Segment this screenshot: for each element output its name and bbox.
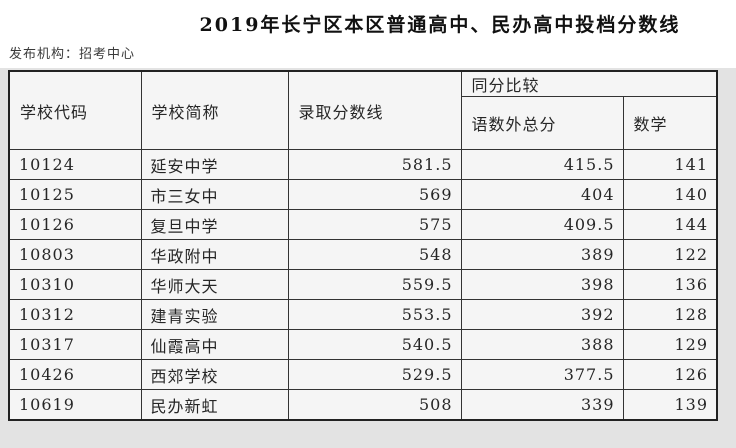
publisher-label: 发布机构：招考中心 — [9, 47, 136, 62]
cell-tiebreak-math: 140 — [622, 179, 718, 210]
cell-tiebreak-total: 404 — [460, 179, 624, 210]
cell-school-code: 10619 — [8, 389, 142, 421]
cell-tiebreak-math: 129 — [622, 329, 718, 360]
cell-school-code: 10126 — [8, 209, 142, 240]
cell-school-code: 10125 — [8, 179, 142, 210]
table-row: 10426 西郊学校 529.5 377.5 126 — [8, 359, 718, 390]
cell-admission-line: 569 — [287, 179, 462, 210]
cell-school-code: 10803 — [8, 239, 142, 270]
cell-school-code: 10312 — [8, 299, 142, 330]
cell-school-code: 10310 — [8, 269, 142, 300]
cell-admission-line: 553.5 — [287, 299, 462, 330]
table-row: 10125 市三女中 569 404 140 — [8, 179, 718, 210]
cell-school-name: 市三女中 — [140, 179, 289, 210]
table-row: 10317 仙霞高中 540.5 388 129 — [8, 329, 718, 360]
cell-admission-line: 548 — [287, 239, 462, 270]
header-tiebreak-group: 同分比较 — [460, 70, 718, 97]
cell-admission-line: 508 — [287, 389, 462, 421]
cell-school-name: 华政附中 — [140, 239, 289, 270]
cell-school-name: 华师大天 — [140, 269, 289, 300]
cell-tiebreak-math: 144 — [622, 209, 718, 240]
cell-tiebreak-math: 139 — [622, 389, 718, 421]
table-row: 10619 民办新虹 508 339 139 — [8, 389, 718, 421]
header-admission-line: 录取分数线 — [287, 70, 462, 150]
cell-tiebreak-total: 409.5 — [460, 209, 624, 240]
cell-school-name: 延安中学 — [140, 149, 289, 180]
cell-tiebreak-total: 389 — [460, 239, 624, 270]
cell-tiebreak-math: 122 — [622, 239, 718, 270]
cell-tiebreak-math: 126 — [622, 359, 718, 390]
header-tiebreak-math: 数学 — [622, 96, 718, 150]
header-school-name: 学校简称 — [140, 70, 289, 150]
cell-tiebreak-math: 141 — [622, 149, 718, 180]
cell-tiebreak-math: 128 — [622, 299, 718, 330]
cell-school-name: 西郊学校 — [140, 359, 289, 390]
cell-tiebreak-total: 388 — [460, 329, 624, 360]
header-tiebreak-total: 语数外总分 — [460, 96, 624, 150]
cell-school-name: 民办新虹 — [140, 389, 289, 421]
header-row-top: 学校代码 学校简称 录取分数线 同分比较 — [8, 70, 718, 150]
table-row: 10312 建青实验 553.5 392 128 — [8, 299, 718, 330]
table-row: 10803 华政附中 548 389 122 — [8, 239, 718, 270]
header-school-code: 学校代码 — [8, 70, 142, 150]
table-row: 10124 延安中学 581.5 415.5 141 — [8, 149, 718, 180]
cell-tiebreak-total: 339 — [460, 389, 624, 421]
page-title: 2019年长宁区本区普通高中、民办高中投档分数线 — [199, 14, 681, 36]
cell-admission-line: 581.5 — [287, 149, 462, 180]
cell-admission-line: 529.5 — [287, 359, 462, 390]
cell-school-name: 仙霞高中 — [140, 329, 289, 360]
cell-school-code: 10426 — [8, 359, 142, 390]
score-table: 学校代码 学校简称 录取分数线 同分比较 语数外总分 数学 10124 延安中学… — [8, 70, 719, 421]
cell-school-name: 建青实验 — [140, 299, 289, 330]
header-row-sub: 语数外总分 数学 — [9, 96, 718, 150]
table-row: 10310 华师大天 559.5 398 136 — [8, 269, 718, 300]
cell-admission-line: 559.5 — [287, 269, 462, 300]
cell-school-name: 复旦中学 — [140, 209, 289, 240]
cell-tiebreak-total: 377.5 — [460, 359, 624, 390]
cell-school-code: 10317 — [8, 329, 142, 360]
table-row: 10126 复旦中学 575 409.5 144 — [8, 209, 718, 240]
cell-tiebreak-total: 415.5 — [460, 149, 624, 180]
cell-school-code: 10124 — [8, 149, 142, 180]
cell-tiebreak-math: 136 — [622, 269, 718, 300]
table-band: 学校代码 学校简称 录取分数线 同分比较 语数外总分 数学 10124 延安中学… — [0, 68, 736, 448]
cell-admission-line: 575 — [287, 209, 462, 240]
cell-admission-line: 540.5 — [287, 329, 462, 360]
cell-tiebreak-total: 392 — [460, 299, 624, 330]
cell-tiebreak-total: 398 — [460, 269, 624, 300]
